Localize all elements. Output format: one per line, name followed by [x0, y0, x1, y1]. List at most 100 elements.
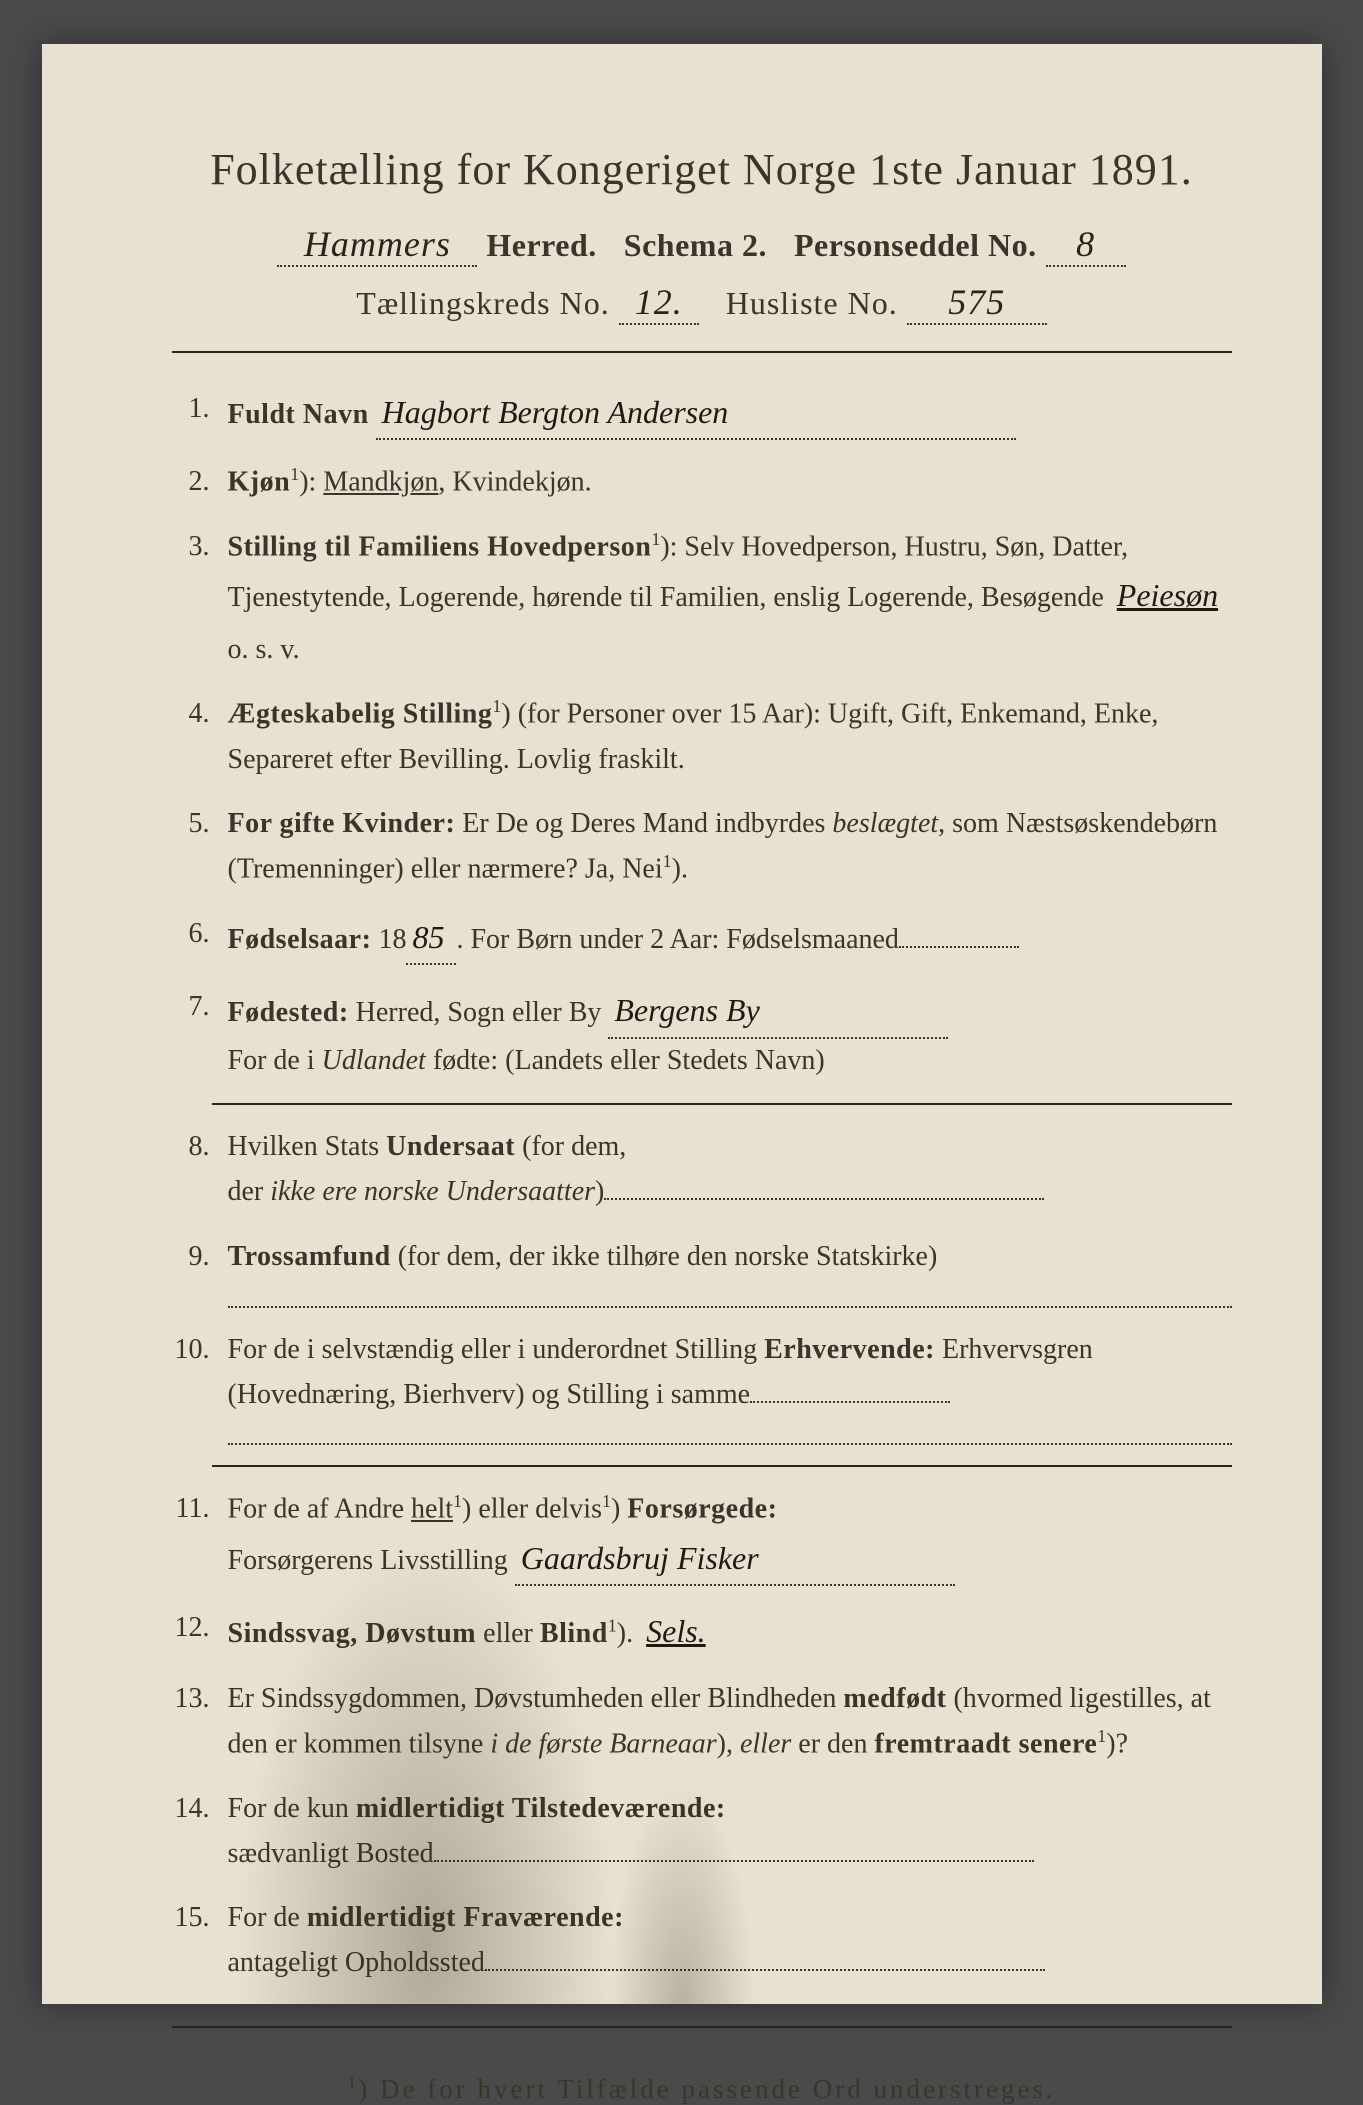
- whereabouts-value: [485, 1969, 1045, 1971]
- field-num: 14.: [172, 1787, 228, 1832]
- field-num: 6.: [172, 912, 228, 957]
- field-4: 4. Ægteskabelig Stilling1) (for Personer…: [172, 692, 1232, 782]
- field-body: Ægteskabelig Stilling1) (for Personer ov…: [228, 692, 1232, 782]
- field-num: 15.: [172, 1896, 228, 1941]
- field-num: 8.: [172, 1125, 228, 1170]
- census-form-page: Folketælling for Kongeriget Norge 1ste J…: [42, 44, 1322, 2004]
- text: Herred, Sogn eller By: [349, 997, 602, 1028]
- field-10: 10. For de i selvstændig eller i underor…: [172, 1328, 1232, 1446]
- field-label: Stilling til Familiens Hovedperson: [228, 532, 652, 563]
- husliste-value: 575: [907, 281, 1047, 325]
- year-prefix: 18: [371, 924, 406, 955]
- personseddel-value: 8: [1046, 223, 1126, 267]
- field-11: 11. For de af Andre helt1) eller delvis1…: [172, 1487, 1232, 1585]
- sup: 1: [663, 851, 672, 871]
- field-body: Stilling til Familiens Hovedperson1): Se…: [228, 525, 1232, 672]
- field-num: 1.: [172, 387, 228, 432]
- field-5: 5. For gifte Kvinder: Er De og Deres Man…: [172, 802, 1232, 892]
- line2: For de i Udlandet fødte: (Landets eller …: [228, 1039, 1232, 1084]
- field-label: Sindssvag, Døvstum: [228, 1618, 477, 1649]
- field-label: Fuldt Navn: [228, 399, 369, 430]
- field-label: Fødselsaar:: [228, 924, 372, 955]
- form-title: Folketælling for Kongeriget Norge 1ste J…: [172, 144, 1232, 195]
- field-6: 6. Fødselsaar: 1885. For Børn under 2 Aa…: [172, 912, 1232, 965]
- field-body: For de i selvstændig eller i underordnet…: [228, 1328, 1232, 1446]
- field-label: Trossamfund: [228, 1241, 391, 1272]
- schema-label: Schema 2.: [624, 227, 767, 263]
- field-num: 3.: [172, 525, 228, 570]
- field-12: 12. Sindssvag, Døvstum eller Blind1). Se…: [172, 1606, 1232, 1657]
- line2: sædvanligt Bosted: [228, 1832, 1232, 1877]
- field-label: Forsørgede:: [627, 1494, 777, 1525]
- birthplace-value: Bergens By: [608, 985, 948, 1038]
- field-14: 14. For de kun midlertidigt Tilstedevære…: [172, 1787, 1232, 1877]
- field-label: For gifte Kvinder:: [228, 808, 456, 839]
- birth-month-value: [899, 946, 1019, 948]
- disability-value: Sels.: [640, 1613, 712, 1649]
- field-8: 8. Hvilken Stats Undersaat (for dem, der…: [172, 1125, 1232, 1215]
- field-body: Fødselsaar: 1885. For Børn under 2 Aar: …: [228, 912, 1232, 965]
- field-num: 10.: [172, 1328, 228, 1373]
- field-body: Er Sindssygdommen, Døvstumheden eller Bl…: [228, 1677, 1232, 1767]
- field-label: Erhvervende:: [764, 1334, 935, 1365]
- divider-bottom: [172, 2026, 1232, 2028]
- field-7: 7. Fødested: Herred, Sogn eller By Berge…: [172, 985, 1232, 1083]
- field-label: Fødested:: [228, 997, 349, 1028]
- line2: antageligt Opholdssted: [228, 1941, 1232, 1986]
- relation-value: Peiesøn: [1111, 577, 1224, 613]
- header-line-2: Tællingskreds No. 12. Husliste No. 575: [172, 281, 1232, 325]
- field-body: Kjøn1): Mandkjøn, Kvindekjøn.: [228, 460, 1232, 505]
- footnote: 1) De for hvert Tilfælde passende Ord un…: [172, 2072, 1232, 2105]
- personseddel-label: Personseddel No.: [794, 227, 1037, 263]
- divider-mid-2: [212, 1465, 1232, 1467]
- field-15: 15. For de midlertidigt Fraværende: anta…: [172, 1896, 1232, 1986]
- kreds-label: Tællingskreds No.: [356, 285, 609, 321]
- husliste-label: Husliste No.: [726, 285, 898, 321]
- option-kvindekjon: Kvindekjøn.: [452, 467, 591, 498]
- field-13: 13. Er Sindssygdommen, Døvstumheden elle…: [172, 1677, 1232, 1767]
- field-num: 11.: [172, 1487, 228, 1532]
- divider-mid-1: [212, 1103, 1232, 1105]
- text: . For Børn under 2 Aar: Fødselsmaaned: [456, 924, 899, 955]
- text: Er De og Deres Mand indbyrdes: [455, 808, 832, 839]
- text: For de af Andre: [228, 1494, 412, 1525]
- fields-container: 1. Fuldt Navn Hagbort Bergton Andersen 2…: [172, 387, 1232, 1986]
- field-num: 4.: [172, 692, 228, 737]
- field-body: Fuldt Navn Hagbort Bergton Andersen: [228, 387, 1232, 440]
- field-1: 1. Fuldt Navn Hagbort Bergton Andersen: [172, 387, 1232, 440]
- birth-year-value: 85: [406, 912, 456, 965]
- field-2: 2. Kjøn1): Mandkjøn, Kvindekjøn.: [172, 460, 1232, 505]
- text: (for dem,: [515, 1131, 626, 1162]
- occupation-value: [228, 1421, 1232, 1445]
- field-body: Trossamfund (for dem, der ikke tilhøre d…: [228, 1235, 1232, 1308]
- field-label: Ægteskabelig Stilling: [228, 699, 493, 730]
- line2: Forsørgerens Livsstilling Gaardsbruj Fis…: [228, 1533, 1232, 1586]
- field-body: For de midlertidigt Fraværende: antageli…: [228, 1896, 1232, 1986]
- herred-label: Herred.: [486, 227, 596, 263]
- sup: 1: [290, 464, 299, 484]
- divider-top: [172, 351, 1232, 353]
- field-body: Hvilken Stats Undersaat (for dem, der ik…: [228, 1125, 1232, 1215]
- herred-value: Hammers: [277, 223, 477, 267]
- citizenship-value: [604, 1198, 1044, 1200]
- field-body: For de af Andre helt1) eller delvis1) Fo…: [228, 1487, 1232, 1585]
- field-num: 2.: [172, 460, 228, 505]
- italic: beslægtet: [832, 808, 938, 839]
- field-num: 9.: [172, 1235, 228, 1280]
- kreds-value: 12.: [619, 281, 699, 325]
- text: ):: [299, 467, 323, 498]
- text: Hvilken Stats: [228, 1131, 387, 1162]
- line2: der ikke ere norske Undersaatter): [228, 1170, 1232, 1215]
- field-num: 12.: [172, 1606, 228, 1651]
- field-label: Undersaat: [386, 1131, 515, 1162]
- field-num: 5.: [172, 802, 228, 847]
- religion-value: [228, 1284, 1232, 1308]
- field-body: For gifte Kvinder: Er De og Deres Mand i…: [228, 802, 1232, 892]
- provider-occupation-value: Gaardsbruj Fisker: [515, 1533, 955, 1586]
- name-value: Hagbort Bergton Andersen: [376, 387, 1016, 440]
- text: For de i selvstændig eller i underordnet…: [228, 1334, 765, 1365]
- header-line-1: Hammers Herred. Schema 2. Personseddel N…: [172, 223, 1232, 267]
- option-mandkjon: Mandkjøn: [323, 467, 438, 498]
- sup: 1: [651, 529, 660, 549]
- text: (for dem, der ikke tilhøre den norske St…: [391, 1241, 938, 1272]
